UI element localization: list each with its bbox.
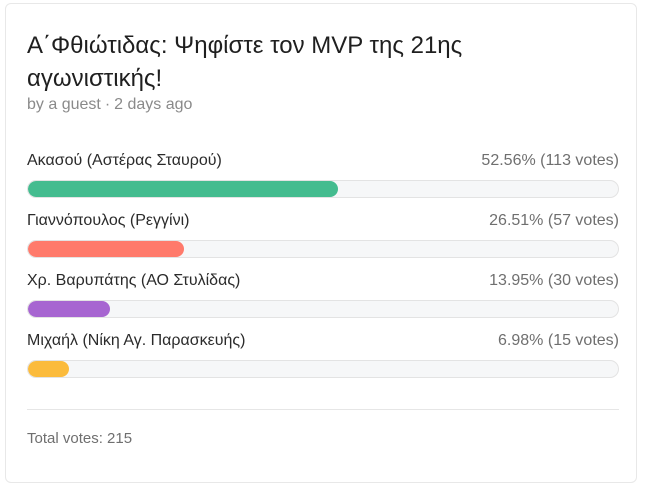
poll-option-4: Μιχαήλ (Νίκη Αγ. Παρασκευής) 6.98% (15 v… [27, 332, 619, 380]
option-label: Χρ. Βαρυπάτης (ΑΟ Στυλίδας) [27, 272, 241, 289]
option-bar-track [27, 240, 619, 258]
option-result: 6.98% (15 votes) [498, 332, 619, 350]
option-bar-fill [28, 181, 339, 197]
option-result: 13.95% (30 votes) [489, 272, 619, 290]
option-bar-fill [28, 301, 111, 317]
poll-meta: by a guest · 2 days ago [27, 96, 192, 114]
option-votes: (30 votes) [547, 272, 619, 289]
option-label: Ακασού (Αστέρας Σταυρού) [27, 152, 222, 169]
poll-option-2: Γιαννόπουλος (Ρεγγίνι) 26.51% (57 votes) [27, 212, 619, 260]
option-percent: 13.95% [489, 272, 544, 289]
option-bar-track [27, 360, 619, 378]
option-votes: (113 votes) [540, 152, 619, 169]
divider [27, 409, 619, 410]
poll-option-1: Ακασού (Αστέρας Σταυρού) 52.56% (113 vot… [27, 152, 619, 200]
option-bar-fill [28, 361, 70, 377]
meta-separator: · [104, 96, 111, 113]
option-percent: 6.98% [498, 332, 544, 349]
option-votes: (57 votes) [547, 212, 619, 229]
option-result: 52.56% (113 votes) [481, 152, 619, 170]
option-label: Γιαννόπουλος (Ρεγγίνι) [27, 212, 190, 229]
poll-option-3: Χρ. Βαρυπάτης (ΑΟ Στυλίδας) 13.95% (30 v… [27, 272, 619, 320]
option-percent: 52.56% [481, 152, 536, 169]
option-bar-track [27, 300, 619, 318]
poll-title: Α΄Φθιώτιδας: Ψηφίστε τον MVP της 21ης αγ… [27, 32, 463, 92]
option-result: 26.51% (57 votes) [489, 212, 619, 230]
poll-card: Α΄Φθιώτιδας: Ψηφίστε τον MVP της 21ης αγ… [5, 3, 637, 483]
poll-author: by a guest [27, 96, 101, 113]
poll-age: 2 days ago [114, 96, 193, 113]
option-bar-fill [28, 241, 185, 257]
option-label: Μιχαήλ (Νίκη Αγ. Παρασκευής) [27, 332, 246, 349]
option-bar-track [27, 180, 619, 198]
option-percent: 26.51% [489, 212, 544, 229]
total-votes: Total votes: 215 [27, 430, 133, 447]
option-votes: (15 votes) [547, 332, 619, 349]
